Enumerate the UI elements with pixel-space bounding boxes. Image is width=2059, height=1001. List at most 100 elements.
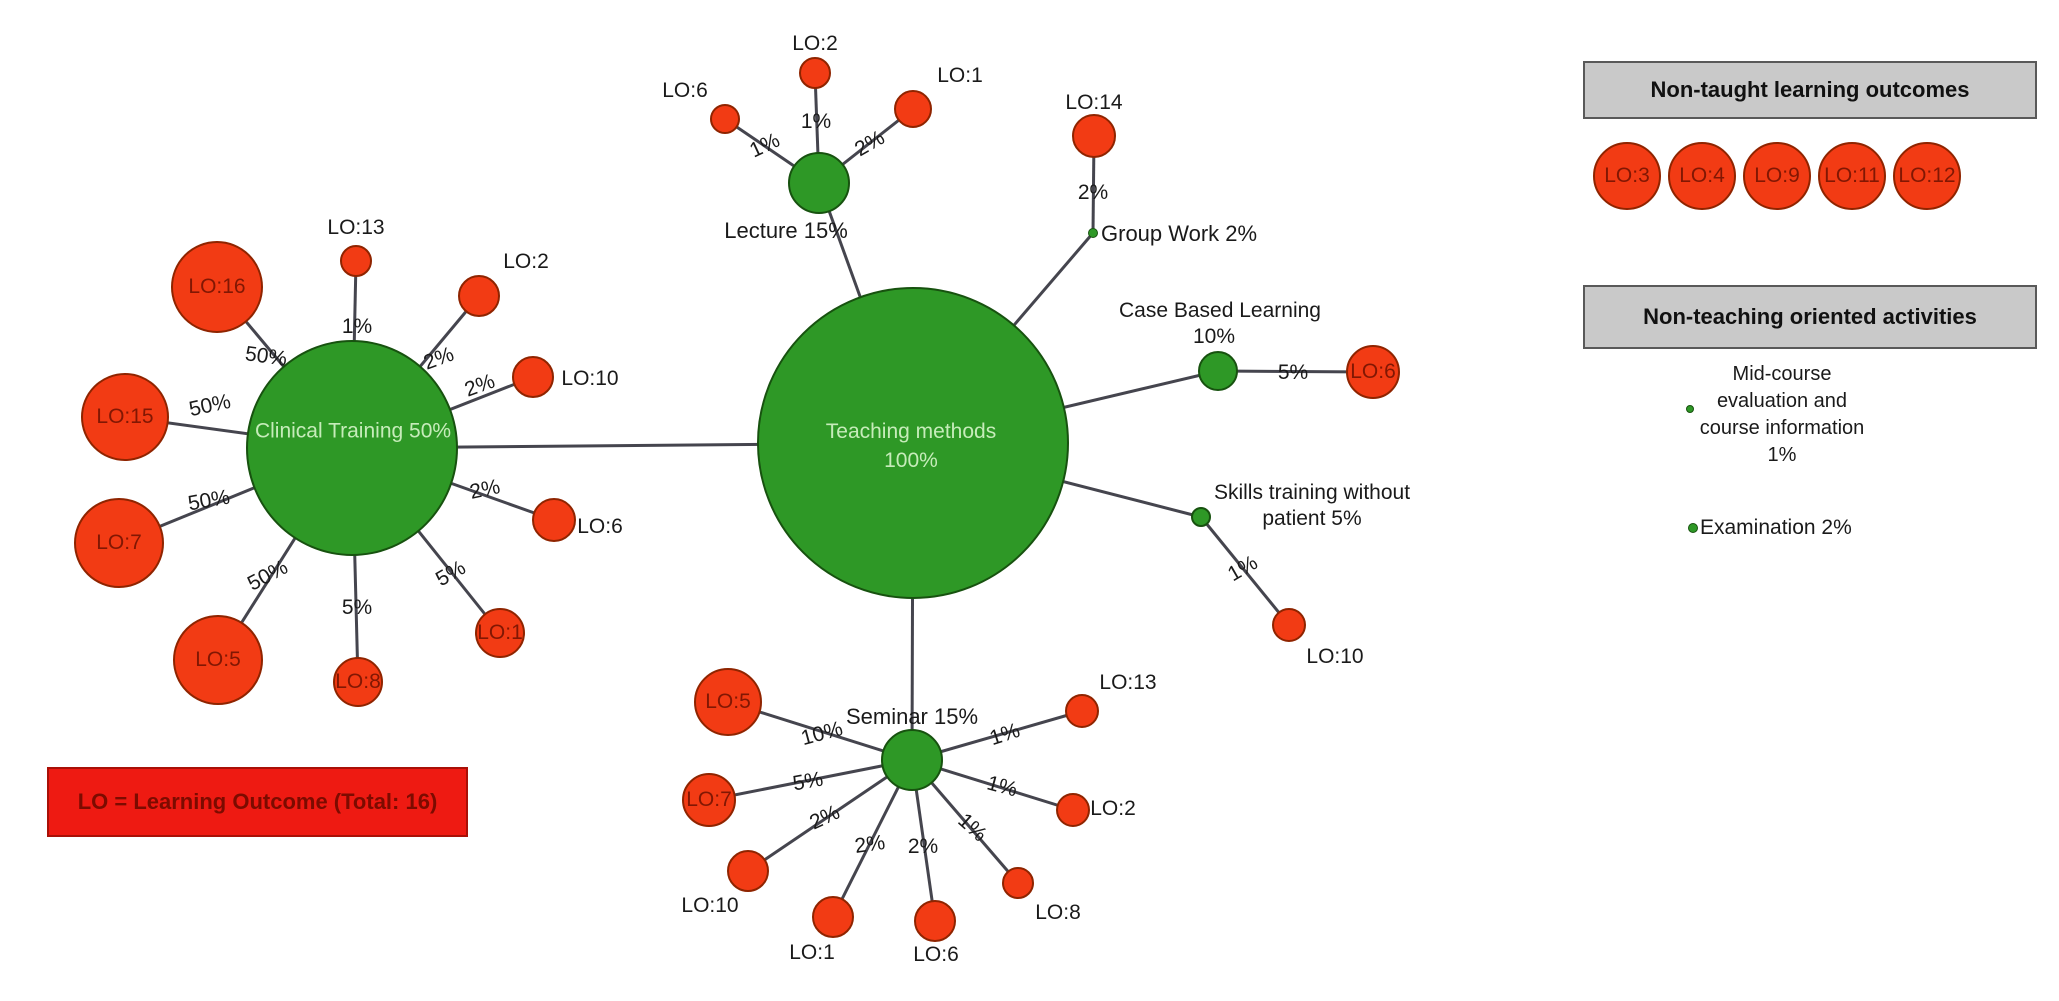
skills-lo10-node <box>1272 608 1306 642</box>
lecture-lo2-node <box>799 57 831 89</box>
clinical-lo15-node <box>81 373 169 461</box>
edge-skills-lo10 <box>1199 516 1291 626</box>
skills-lo10-label: LO:10 <box>1306 645 1364 668</box>
mid-course-line3: course information <box>1699 417 1865 439</box>
clinical-lo8-weight: 5% <box>341 596 373 619</box>
clinical-lo8-node <box>333 657 383 707</box>
lecture-lo6-node <box>710 104 740 134</box>
non-taught-header-text: Non-taught learning outcomes <box>1650 77 1970 102</box>
non-taught-lo12-node <box>1893 142 1961 210</box>
non-taught-lo4-node <box>1668 142 1736 210</box>
node-case-based-learning <box>1198 351 1238 391</box>
legend-box: LO = Learning Outcome (Total: 16) <box>47 767 468 837</box>
node-examination <box>1688 523 1698 533</box>
skills-label-line2: patient 5% <box>1262 507 1362 530</box>
teaching-methods-name: Teaching methods <box>825 420 997 443</box>
clinical-lo10-label: LO:10 <box>561 367 619 390</box>
seminar-lo1-label: LO:1 <box>789 941 835 964</box>
lecture-lo2-weight: 1% <box>800 110 832 133</box>
clinical-lo6-label: LO:6 <box>577 515 623 538</box>
group-lo14-label: LO:14 <box>1065 91 1123 114</box>
clinical-lo16-node <box>171 241 263 333</box>
mid-course-line4: 1% <box>1767 444 1797 466</box>
seminar-lo10-label: LO:10 <box>681 894 739 917</box>
clinical-lo15-label: LO:15 <box>96 405 154 428</box>
node-group-work <box>1088 228 1098 238</box>
lecture-lo1-label: LO:1 <box>937 64 983 87</box>
clinical-lo1-node <box>475 608 525 658</box>
non-taught-lo12-label: LO:12 <box>1898 164 1956 187</box>
clinical-lo13-label: LO:13 <box>327 216 385 239</box>
group-lo14-node <box>1072 114 1116 158</box>
clinical-lo10-node <box>512 356 554 398</box>
non-taught-lo9-node <box>1743 142 1811 210</box>
seminar-lo7-node <box>682 773 736 827</box>
mid-course-line2: evaluation and <box>1716 390 1848 412</box>
case-based-label-line2: 10% <box>1192 325 1236 348</box>
seminar-lo8-node <box>1002 867 1034 899</box>
seminar-lo7-label: LO:7 <box>686 788 732 811</box>
seminar-lo2-label: LO:2 <box>1090 797 1136 820</box>
clinical-lo2-label: LO:2 <box>503 250 549 273</box>
non-taught-lo11-node <box>1818 142 1886 210</box>
lecture-lo2-label: LO:2 <box>792 32 838 55</box>
seminar-lo5-node <box>694 668 762 736</box>
seminar-lo6-node <box>914 900 956 942</box>
clinical-lo7-node <box>74 498 164 588</box>
edge-seminar-lo10 <box>747 758 913 873</box>
node-clinical-training <box>246 340 458 556</box>
non-teaching-header: Non-teaching oriented activities <box>1583 285 2037 349</box>
seminar-label: Seminar 15% <box>845 704 979 729</box>
clinical-lo8-label: LO:8 <box>335 670 381 693</box>
examination-label: Examination 2% <box>1700 516 1852 539</box>
clinical-lo7-label: LO:7 <box>96 531 142 554</box>
non-taught-lo3-label: LO:3 <box>1604 164 1650 187</box>
clinical-lo1-label: LO:1 <box>477 621 523 644</box>
case-based-label-line1: Case Based Learning <box>1119 299 1321 322</box>
skills-label-line1: Skills training without <box>1213 481 1411 504</box>
case-lo6-label: LO:6 <box>1350 360 1396 383</box>
seminar-lo8-label: LO:8 <box>1035 901 1081 924</box>
clinical-training-label: Clinical Training 50% <box>254 419 452 443</box>
clinical-lo5-label: LO:5 <box>195 648 241 671</box>
node-teaching-methods <box>757 287 1069 599</box>
mid-course-line1: Mid-course <box>1732 363 1832 385</box>
clinical-lo5-node <box>173 615 263 705</box>
node-skills-training <box>1191 507 1211 527</box>
group-lo14-weight: 2% <box>1077 181 1109 204</box>
clinical-lo13-weight: 1% <box>341 315 373 338</box>
non-taught-header: Non-taught learning outcomes <box>1583 61 2037 119</box>
seminar-lo10-node <box>727 850 769 892</box>
teaching-methods-label: Teaching methods 100% <box>826 417 996 475</box>
seminar-lo2-node <box>1056 793 1090 827</box>
seminar-lo6-label: LO:6 <box>913 943 959 966</box>
seminar-lo13-node <box>1065 694 1099 728</box>
clinical-lo16-label: LO:16 <box>188 275 246 298</box>
non-taught-lo11-label: LO:11 <box>1824 164 1880 187</box>
lecture-lo1-node <box>894 90 932 128</box>
legend-text: LO = Learning Outcome (Total: 16) <box>77 789 438 814</box>
seminar-lo13-label: LO:13 <box>1099 671 1157 694</box>
seminar-lo1-node <box>812 896 854 938</box>
lecture-label: Lecture 15% <box>724 218 848 243</box>
node-lecture <box>788 152 850 214</box>
seminar-lo6-weight: 2% <box>907 835 939 858</box>
case-lo6-node <box>1346 345 1400 399</box>
lecture-lo6-label: LO:6 <box>662 79 708 102</box>
node-mid-course-evaluation <box>1686 405 1694 413</box>
clinical-lo2-node <box>458 275 500 317</box>
teaching-methods-pct: 100% <box>884 449 938 472</box>
seminar-lo5-label: LO:5 <box>705 690 751 713</box>
non-taught-lo4-label: LO:4 <box>1679 164 1725 187</box>
non-teaching-header-text: Non-teaching oriented activities <box>1643 304 1977 329</box>
edge-seminar-lo7 <box>708 758 913 802</box>
non-taught-lo9-label: LO:9 <box>1754 164 1800 187</box>
mid-course-activity-label: Mid-course evaluation and course informa… <box>1700 361 1865 469</box>
group-work-label: Group Work 2% <box>1101 221 1258 246</box>
non-taught-lo3-node <box>1593 142 1661 210</box>
node-seminar <box>881 729 943 791</box>
seminar-lo1-weight: 2% <box>853 831 887 859</box>
case-lo6-weight: 5% <box>1277 361 1309 384</box>
clinical-lo6-node <box>532 498 576 542</box>
